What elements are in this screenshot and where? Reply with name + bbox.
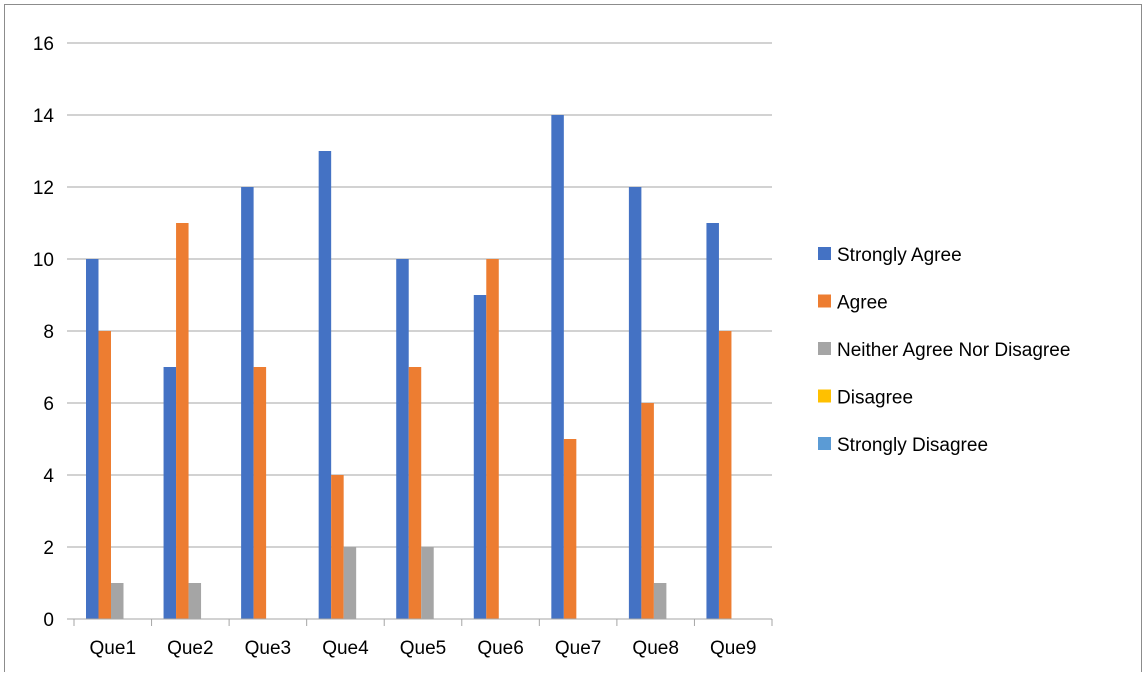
bar-strongly-agree [241, 187, 254, 619]
x-tick-label: Que6 [477, 638, 523, 659]
x-tick-label: Que2 [167, 638, 213, 659]
legend-swatch [818, 342, 831, 355]
bar-agree [331, 475, 344, 619]
bar-neither-agree-nor-disagree [653, 583, 667, 619]
bars [86, 115, 732, 619]
bar-neither-agree-nor-disagree [421, 547, 434, 619]
bar-strongly-agree [628, 187, 642, 619]
x-tick-label: Que5 [400, 638, 446, 659]
bar-agree [563, 439, 577, 619]
bar-agree [253, 367, 267, 619]
x-tick-label: Que7 [555, 638, 601, 659]
y-tick-label: 12 [33, 178, 54, 199]
x-tick-label: Que4 [322, 638, 369, 659]
bar-neither-agree-nor-disagree [188, 583, 202, 619]
bar-agree [718, 331, 732, 619]
bar-agree [486, 259, 499, 619]
bar-strongly-agree [706, 223, 719, 619]
bar-strongly-agree [86, 259, 99, 619]
y-tick-label: 16 [33, 34, 54, 55]
x-tick-label: Que1 [90, 638, 136, 659]
x-tick-label: Que3 [245, 638, 291, 659]
legend-swatch [818, 437, 831, 450]
bar-agree [176, 223, 189, 619]
y-tick-label: 4 [43, 466, 54, 487]
axes: 0 2 4 6 8 10 12 14 16 Que1 Que2 Que3 Que4 Que5 Que6 Que… [33, 34, 773, 659]
legend: Strongly Agree Agree Neither Agree Nor Dis… [818, 245, 1070, 456]
legend-label: Strongly Agree [837, 245, 962, 266]
y-tick-label: 10 [33, 250, 54, 271]
bar-strongly-agree [396, 259, 409, 619]
y-tick-label: 6 [43, 394, 54, 415]
bar-strongly-agree [163, 367, 177, 619]
bar-strongly-agree [473, 295, 487, 619]
bar-strongly-agree [551, 115, 564, 619]
legend-swatch [818, 247, 831, 260]
bar-agree [98, 331, 111, 619]
legend-swatch [818, 294, 831, 308]
y-tick-label: 14 [33, 106, 55, 127]
bar-agree [641, 403, 654, 619]
bar-agree [408, 367, 422, 619]
y-tick-label: 8 [43, 322, 54, 343]
bar-neither-agree-nor-disagree [343, 547, 357, 619]
legend-label: Agree [837, 293, 888, 314]
y-tick-label: 2 [43, 538, 54, 559]
x-tick-label: Que9 [710, 638, 756, 659]
legend-label: Disagree [837, 388, 913, 409]
x-tick-label: Que8 [632, 638, 678, 659]
bar-strongly-agree [318, 151, 332, 619]
legend-label: Neither Agree Nor Disagree [837, 340, 1070, 361]
legend-swatch [818, 389, 831, 403]
bar-neither-agree-nor-disagree [111, 583, 124, 619]
legend-label: Strongly Disagree [837, 435, 988, 456]
y-tick-label: 0 [43, 610, 54, 631]
